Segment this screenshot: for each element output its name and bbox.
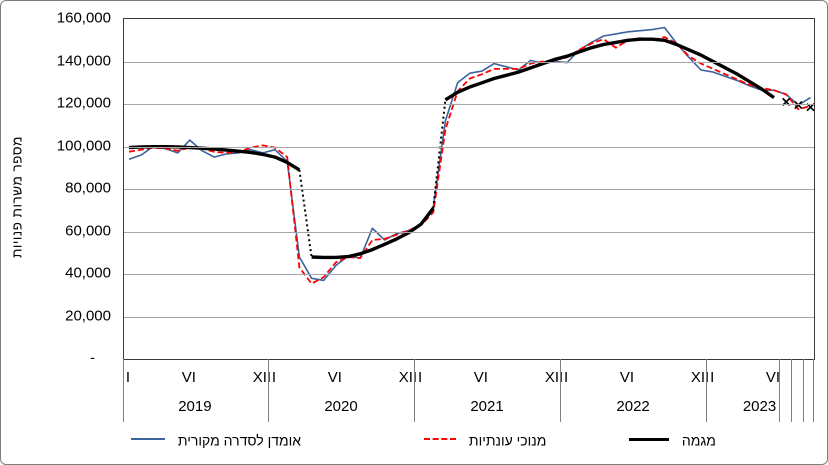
plot-area xyxy=(123,18,815,360)
x-axis-divider xyxy=(123,359,124,422)
y-tick-label: 80,000 xyxy=(65,179,111,197)
legend-line-sample-thick-black-icon xyxy=(629,437,669,441)
x-axis-divider xyxy=(813,359,814,422)
gridline xyxy=(124,61,814,63)
line-seasonally-adjusted xyxy=(128,36,811,285)
y-tick-label: 160,000 xyxy=(56,9,111,27)
line-trend xyxy=(311,207,435,260)
line-trend xyxy=(444,37,775,102)
x-year-label: 2019 xyxy=(178,398,212,415)
legend-label-trend: מגמה xyxy=(681,432,716,449)
x-axis-divider xyxy=(803,359,805,422)
legend-line-sample-dashed-red-icon xyxy=(424,438,456,441)
legend-item-trend: מגמה xyxy=(629,431,716,448)
x-month-label: I xyxy=(418,369,423,386)
legend-label-original-series: אומדן לסדרה מקורית xyxy=(177,432,302,449)
y-tick-label: 120,000 xyxy=(56,94,111,112)
x-month-label: I xyxy=(125,369,131,386)
x-axis-divider xyxy=(560,359,561,422)
y-tick-label: - xyxy=(90,349,95,367)
x-year-label: 2022 xyxy=(616,398,650,415)
x-month-label: XII xyxy=(252,369,272,386)
gridline xyxy=(124,189,814,190)
x-month-label: I xyxy=(271,369,277,386)
y-tick-label: 100,000 xyxy=(56,137,111,154)
legend-item-original-series: אומדן לסדרה מקורית xyxy=(131,431,301,448)
x-month-label: XII xyxy=(398,369,418,386)
gridline xyxy=(124,146,814,148)
x-month-label: VI xyxy=(619,369,635,386)
legend-label-seasonally-adjusted: מנוכי עונתיות xyxy=(468,432,547,449)
line-original-series xyxy=(128,26,811,282)
gridline xyxy=(124,316,814,318)
legend-line-sample-solid-blue-icon xyxy=(131,438,165,441)
x-month-label: VI xyxy=(327,369,342,386)
x-axis-divider xyxy=(706,359,708,422)
x-month-label: XII xyxy=(544,369,564,386)
series-lines xyxy=(128,26,815,285)
x-axis-divider xyxy=(791,359,793,422)
trend-dotted-connector xyxy=(298,169,313,258)
x-month-label: I xyxy=(710,369,715,386)
x-month-label: XII xyxy=(690,369,710,386)
y-tick-label: 40,000 xyxy=(65,264,111,282)
y-tick-label: 60,000 xyxy=(65,222,111,239)
x-month-label: VI xyxy=(473,369,488,386)
trend-dotted-connector xyxy=(432,99,447,209)
x-axis-divider xyxy=(268,359,269,422)
x-month-label: I xyxy=(564,369,569,386)
gridline xyxy=(124,231,814,233)
trend-x-marker-icon xyxy=(794,100,803,110)
x-month-label: VI xyxy=(181,369,196,386)
y-tick-label: 20,000 xyxy=(65,307,111,324)
y-axis-tick-labels: 160,000 140,000 120,000 100,000 80,000 60,000… xyxy=(1,1,115,464)
x-year-label: 2021 xyxy=(470,398,504,415)
x-year-label: 2023 xyxy=(742,398,777,415)
y-tick-label: 140,000 xyxy=(56,52,111,69)
legend-item-seasonally-adjusted: מנוכי עונתיות xyxy=(424,431,546,448)
x-year-label: 2020 xyxy=(324,398,358,415)
gridline xyxy=(124,274,814,275)
legend: אומדן לסדרה מקורית מנוכי עונתיות מגמה xyxy=(1,431,827,455)
x-month-label: VI xyxy=(765,369,781,386)
gridline xyxy=(124,104,814,105)
x-axis-divider xyxy=(414,359,415,422)
x-axis-divider xyxy=(779,359,781,422)
